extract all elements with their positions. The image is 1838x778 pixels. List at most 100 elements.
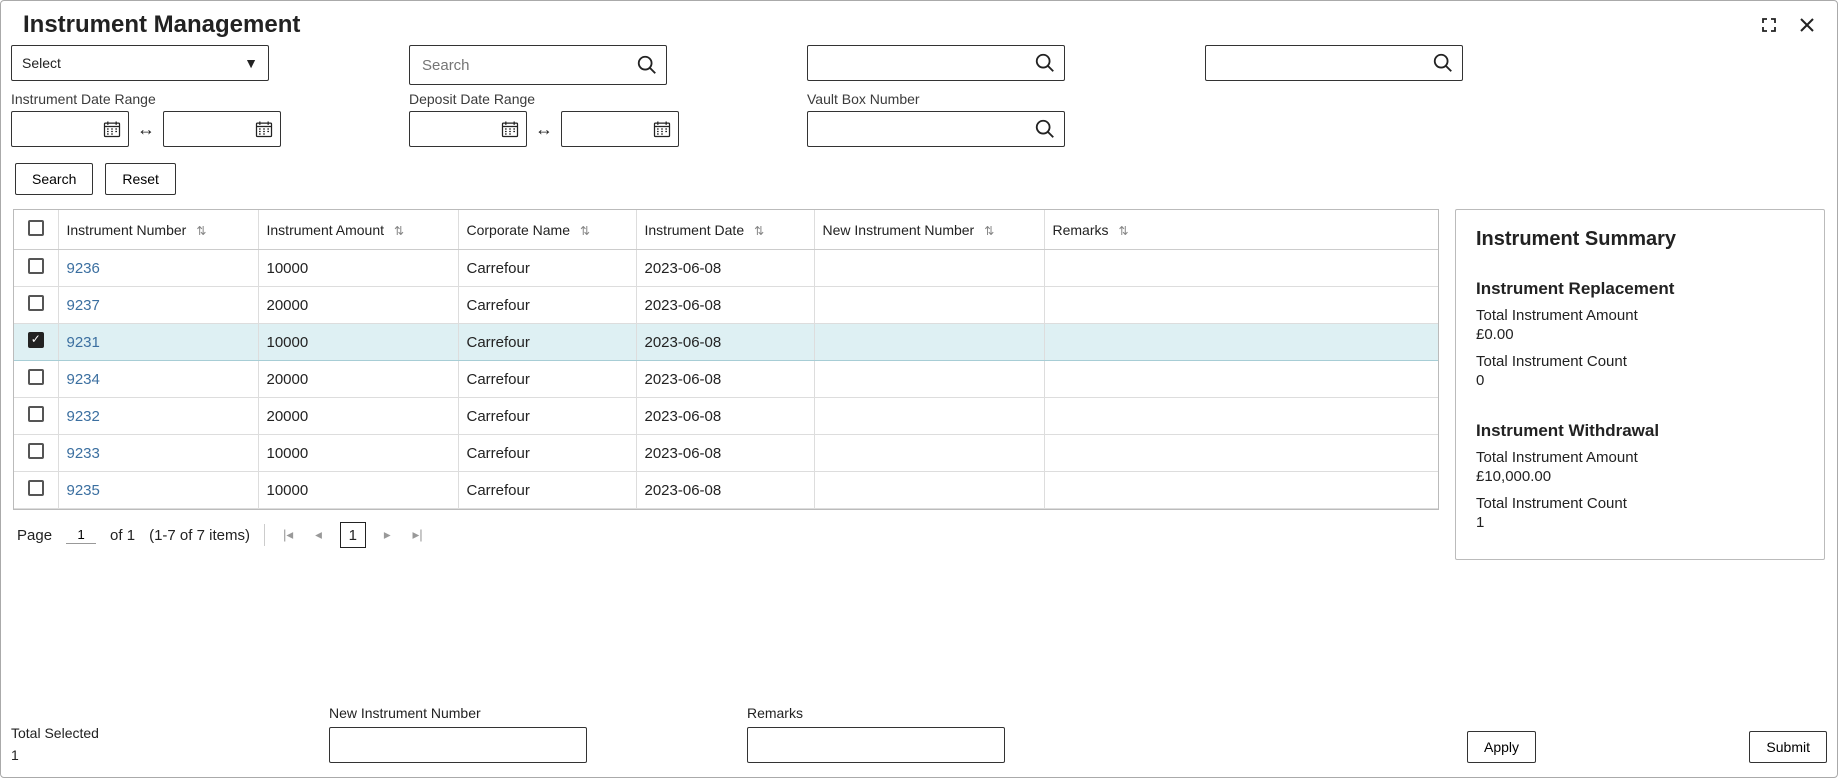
instrument-table: Instrument Number ⇅ Instrument Amount ⇅ Co… <box>13 209 1439 510</box>
new-instrument-input[interactable] <box>329 727 587 763</box>
instrument-number-link[interactable]: 9232 <box>67 408 100 425</box>
vault-box-input[interactable] <box>807 111 1065 147</box>
instrument-number-link[interactable]: 9237 <box>67 297 100 314</box>
table-row[interactable]: 923420000Carrefour2023-06-08 <box>14 361 1438 398</box>
table-row[interactable]: 923610000Carrefour2023-06-08 <box>14 250 1438 287</box>
first-page-button[interactable]: |◂ <box>279 525 297 545</box>
row-checkbox[interactable] <box>28 332 44 348</box>
table-row[interactable]: 923720000Carrefour2023-06-08 <box>14 287 1438 324</box>
row-checkbox[interactable] <box>28 406 44 422</box>
search-input-2[interactable] <box>818 54 1034 73</box>
instrument-number-link[interactable]: 9233 <box>67 445 100 462</box>
instrument-amount-cell: 10000 <box>258 435 458 472</box>
instrument-number-link[interactable]: 9236 <box>67 260 100 277</box>
withdrawal-title: Instrument Withdrawal <box>1476 421 1804 441</box>
new-instrument-cell <box>814 250 1044 287</box>
sort-icon[interactable]: ⇅ <box>984 224 994 238</box>
col-instrument-number[interactable]: Instrument Number <box>67 222 187 238</box>
close-icon[interactable] <box>1795 13 1819 37</box>
apply-button[interactable]: Apply <box>1467 731 1536 763</box>
reset-button[interactable]: Reset <box>105 163 176 195</box>
sort-icon[interactable]: ⇅ <box>1119 224 1129 238</box>
footer-bar: Total Selected 1 New Instrument Number R… <box>11 705 1827 763</box>
filter-select[interactable]: Select ▼ <box>11 45 269 81</box>
last-page-button[interactable]: ▸| <box>409 525 427 545</box>
current-page-indicator[interactable]: 1 <box>340 522 366 548</box>
col-corporate-name[interactable]: Corporate Name <box>467 222 571 238</box>
instrument-management-window: Instrument Management Select ▼ <box>0 0 1838 778</box>
table-row[interactable]: 923110000Carrefour2023-06-08 <box>14 324 1438 361</box>
row-checkbox[interactable] <box>28 295 44 311</box>
instrument-number-link[interactable]: 9234 <box>67 371 100 388</box>
instrument-amount-cell: 10000 <box>258 472 458 509</box>
instrument-date-from[interactable] <box>11 111 129 147</box>
new-instrument-cell <box>814 287 1044 324</box>
page-input[interactable] <box>66 526 96 544</box>
col-remarks[interactable]: Remarks <box>1053 222 1109 238</box>
sort-icon[interactable]: ⇅ <box>196 224 206 238</box>
collapse-icon[interactable] <box>1757 13 1781 37</box>
deposit-date-to[interactable] <box>561 111 679 147</box>
remarks-input[interactable] <box>747 727 1005 763</box>
corporate-name-cell: Carrefour <box>458 435 636 472</box>
search-input-1[interactable] <box>420 56 636 75</box>
row-checkbox[interactable] <box>28 258 44 274</box>
search-button[interactable]: Search <box>15 163 93 195</box>
sort-icon[interactable]: ⇅ <box>754 224 764 238</box>
withdrawal-amount-label: Total Instrument Amount <box>1476 449 1804 466</box>
search-icon <box>1432 52 1454 74</box>
instrument-amount-cell: 10000 <box>258 250 458 287</box>
filter-row-1: Select ▼ <box>11 45 1827 91</box>
instrument-amount-cell: 20000 <box>258 287 458 324</box>
remarks-cell <box>1044 361 1438 398</box>
withdrawal-count-value: 1 <box>1476 514 1804 531</box>
filter-search-3[interactable] <box>1205 45 1463 81</box>
replacement-title: Instrument Replacement <box>1476 279 1804 299</box>
instrument-date-cell: 2023-06-08 <box>636 287 814 324</box>
instrument-amount-cell: 10000 <box>258 324 458 361</box>
prev-page-button[interactable]: ◂ <box>311 525 326 545</box>
page-of: of 1 <box>110 527 135 544</box>
instrument-date-cell: 2023-06-08 <box>636 472 814 509</box>
replacement-amount-label: Total Instrument Amount <box>1476 307 1804 324</box>
instrument-amount-cell: 20000 <box>258 398 458 435</box>
chevron-down-icon: ▼ <box>244 55 258 71</box>
instrument-date-to[interactable] <box>163 111 281 147</box>
row-checkbox[interactable] <box>28 480 44 496</box>
instrument-number-link[interactable]: 9235 <box>67 482 100 499</box>
submit-button[interactable]: Submit <box>1749 731 1827 763</box>
next-page-button[interactable]: ▸ <box>380 525 395 545</box>
calendar-icon <box>254 119 274 139</box>
table-row[interactable]: 923310000Carrefour2023-06-08 <box>14 435 1438 472</box>
total-selected-label: Total Selected <box>11 725 99 741</box>
instrument-number-link[interactable]: 9231 <box>67 334 100 351</box>
replacement-amount-value: £0.00 <box>1476 326 1804 343</box>
filter-search-2[interactable] <box>807 45 1065 81</box>
select-all-checkbox[interactable] <box>28 220 44 236</box>
sort-icon[interactable]: ⇅ <box>394 224 404 238</box>
replacement-count-label: Total Instrument Count <box>1476 353 1804 370</box>
page-label: Page <box>17 527 52 544</box>
search-icon <box>1034 52 1056 74</box>
new-instrument-cell <box>814 324 1044 361</box>
col-new-instrument-number[interactable]: New Instrument Number <box>823 222 975 238</box>
new-instrument-cell <box>814 435 1044 472</box>
table-row[interactable]: 923220000Carrefour2023-06-08 <box>14 398 1438 435</box>
col-instrument-amount[interactable]: Instrument Amount <box>267 222 385 238</box>
vault-box-field[interactable] <box>818 120 1034 139</box>
page-title: Instrument Management <box>23 11 300 39</box>
remarks-cell <box>1044 287 1438 324</box>
col-instrument-date[interactable]: Instrument Date <box>645 222 745 238</box>
instrument-amount-cell: 20000 <box>258 361 458 398</box>
filter-search-1[interactable] <box>409 45 667 85</box>
sort-icon[interactable]: ⇅ <box>580 224 590 238</box>
remarks-cell <box>1044 398 1438 435</box>
search-input-3[interactable] <box>1216 54 1432 73</box>
row-checkbox[interactable] <box>28 369 44 385</box>
deposit-date-label: Deposit Date Range <box>409 91 789 107</box>
pagination: Page of 1 (1-7 of 7 items) |◂ ◂ 1 ▸ ▸| <box>13 510 1439 558</box>
withdrawal-count-label: Total Instrument Count <box>1476 495 1804 512</box>
table-row[interactable]: 923510000Carrefour2023-06-08 <box>14 472 1438 509</box>
deposit-date-from[interactable] <box>409 111 527 147</box>
row-checkbox[interactable] <box>28 443 44 459</box>
